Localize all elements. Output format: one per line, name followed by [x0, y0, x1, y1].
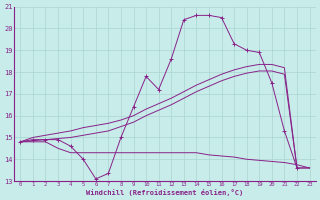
- X-axis label: Windchill (Refroidissement éolien,°C): Windchill (Refroidissement éolien,°C): [86, 189, 244, 196]
